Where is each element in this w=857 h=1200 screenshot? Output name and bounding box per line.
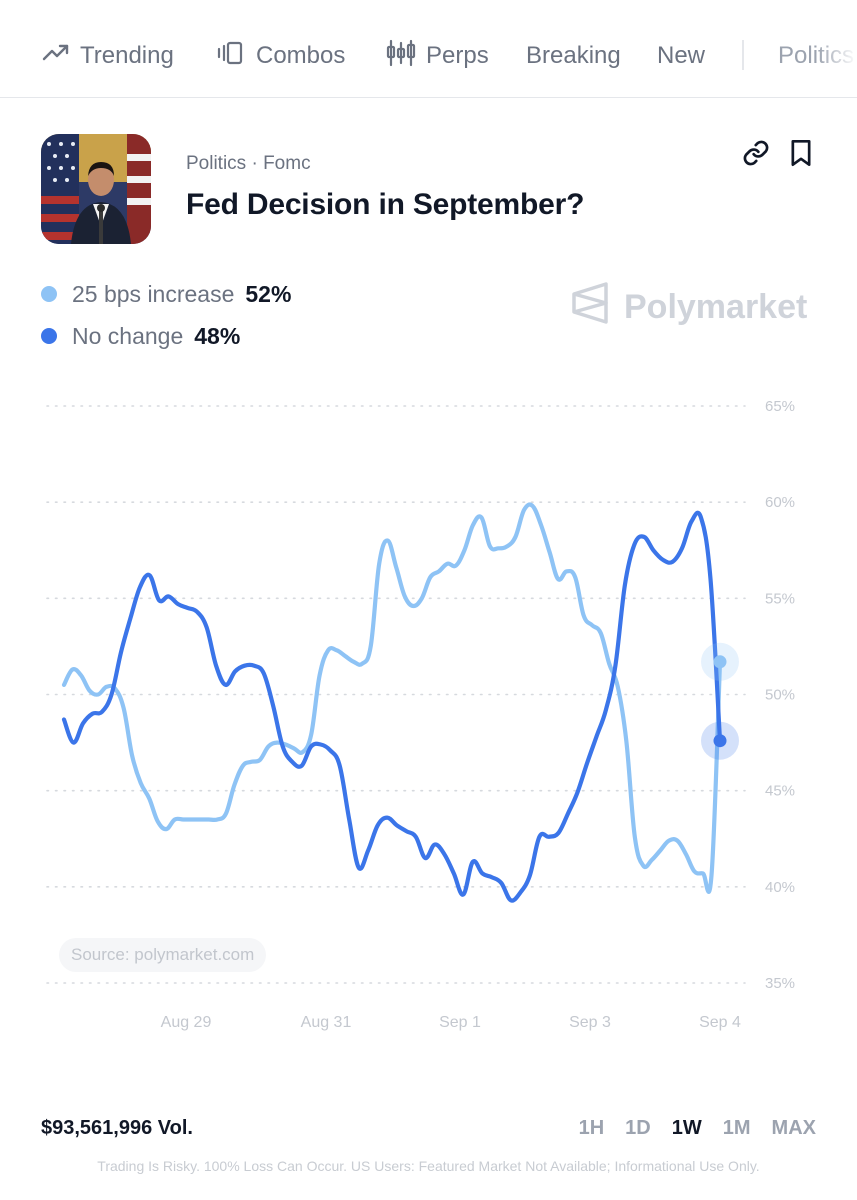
volume-label: $93,561,996 Vol. [41,1117,193,1139]
bookmark-button[interactable] [786,139,816,172]
y-tick-label: 65% [765,398,795,415]
series-line-no-change[interactable] [61,510,723,903]
range-1h[interactable]: 1H [578,1117,605,1139]
disclaimer: Trading Is Risky. 100% Loss Can Occur. U… [97,1158,760,1174]
market-title: Fed Decision in September? [186,188,585,221]
y-tick-label: 45% [765,783,795,800]
outcome-label: 25 bps increase [72,280,235,307]
link-icon [742,139,770,172]
nav-fade [817,0,857,97]
endpoint-marker [713,655,727,669]
outcome-label: No change [72,322,184,349]
legend-dot [41,286,57,302]
polymarket-logo-icon [570,281,610,334]
range-1d[interactable]: 1D [625,1117,651,1139]
x-tick-label: Aug 31 [301,1014,352,1031]
endpoint-marker [713,734,727,748]
y-tick-label: 55% [765,590,795,607]
breadcrumb[interactable]: Politics · Fomc [186,153,311,174]
legend-item: No change 48% [41,321,240,351]
nav-item-combos[interactable]: Combos [216,36,345,76]
nav-label: Combos [256,42,346,69]
nav-label: Breaking [526,42,621,69]
y-tick-label: 35% [765,975,795,992]
range-max[interactable]: MAX [771,1117,816,1139]
source-label: Source: polymarket.com [59,938,267,972]
x-tick-label: Sep 3 [569,1014,611,1031]
series-line-increase[interactable] [61,502,723,894]
combos-icon [216,40,246,73]
nav-label: Perps [426,42,489,69]
x-tick-label: Aug 29 [161,1014,212,1031]
copy-link-button[interactable] [741,140,771,170]
time-range-selector: 1H 1D 1W 1M MAX [579,1117,816,1140]
range-1m[interactable]: 1M [722,1117,751,1139]
y-tick-label: 60% [765,494,795,511]
market-image [41,134,151,244]
x-tick-label: Sep 4 [699,1014,741,1031]
outcome-percent: 48% [194,322,241,349]
legend-item: 25 bps increase 52% [41,279,291,309]
y-tick-label: 50% [765,687,795,704]
legend-dot [41,328,57,344]
nav-label: Trending [80,42,174,69]
brand-name: Polymarket [624,288,808,326]
nav-item-trending[interactable]: Trending [42,36,174,76]
range-1w[interactable]: 1W [671,1117,702,1139]
trending-up-icon [42,42,70,71]
nav-item-breaking[interactable]: Breaking [526,36,621,76]
nav-item-new[interactable]: New [657,36,705,76]
outcome-percent: 52% [245,280,292,307]
candlestick-icon [386,39,416,74]
x-tick-label: Sep 1 [439,1014,481,1031]
nav-item-perps[interactable]: Perps [386,36,489,76]
y-tick-label: 40% [765,879,795,896]
polymarket-watermark: Polymarket [570,281,807,334]
nav-label: New [657,42,706,69]
nav-divider [742,40,744,70]
bookmark-icon [789,139,813,172]
top-nav: Trending Combos Perps Breaking New Polit… [0,0,857,98]
price-chart[interactable]: 65% 60% 55% 50% 45% 40% 35% Aug 29 Aug 31 Sep 1 S… [0,380,857,1040]
